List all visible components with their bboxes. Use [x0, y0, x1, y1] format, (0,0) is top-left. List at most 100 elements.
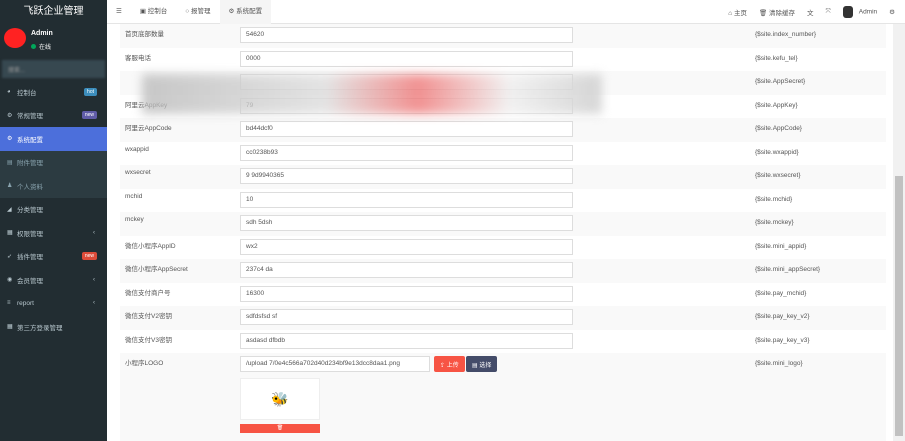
config-variable: {$site.AppKey} — [755, 101, 798, 109]
sidebar-item[interactable]: ◉ 会员管理 ‹ — [0, 268, 107, 292]
sidebar-item[interactable]: ◕ 控制台 hot — [0, 80, 107, 104]
config-input[interactable]: 237c4 da — [240, 262, 573, 278]
logo-path-input[interactable]: /upload 7/0e4c566a702d40d234bf9e13dcc8da… — [240, 356, 430, 372]
config-row: 微信支付V2密钥 sdfdsfsd sf {$site.pay_key_v2} — [120, 306, 886, 330]
config-variable: {$site.kefu_tel} — [755, 54, 798, 62]
config-label: mckey — [125, 216, 144, 223]
rocket-icon: ➶ — [7, 253, 13, 260]
config-input[interactable]: sdh 5dsh — [240, 215, 573, 231]
config-input[interactable]: cc0238b93 — [240, 144, 573, 161]
config-variable: {$site.pay_mchid} — [755, 289, 807, 297]
sidebar-item[interactable]: ≡ report ‹ — [0, 292, 107, 316]
config-input[interactable]: sdfdsfsd sf — [240, 309, 573, 325]
gear-icon: ⚙ — [7, 136, 13, 143]
config-variable: {$site.AppCode} — [755, 125, 802, 132]
choose-button[interactable]: ▤ 选择 — [466, 356, 498, 372]
sidebar-item[interactable]: ◢ 分类管理 — [0, 198, 107, 222]
config-label: wxappid — [125, 145, 149, 153]
sidebar-item-label: 分类管理 — [17, 207, 43, 215]
scrollbar[interactable] — [893, 24, 905, 441]
config-row: mchid 10 {$site.mchid} — [120, 189, 886, 213]
config-label: 微信支付V3密钥 — [125, 336, 172, 344]
sidebar-badge: hot — [84, 87, 97, 96]
sidebar-item[interactable]: ➶ 插件管理 new — [0, 245, 107, 269]
config-input[interactable]: asdasd dfbdb — [240, 332, 573, 349]
admin-menu[interactable]: Admin — [842, 5, 877, 18]
config-label: 微信小程序AppID — [125, 242, 176, 250]
chevron-left-icon: ‹ — [93, 229, 95, 236]
sidebar-item-label: 控制台 — [17, 89, 37, 97]
settings-icon[interactable]: ⚙ — [889, 8, 895, 16]
avatar — [4, 28, 26, 48]
config-label: 微信支付商户号 — [125, 289, 171, 297]
config-input[interactable]: 10 — [240, 191, 573, 208]
sidebar-item-label: 常规管理 — [17, 113, 43, 121]
sidebar-item[interactable]: ▤ 附件管理 — [0, 150, 107, 174]
sidebar-item-label: 系统配置 — [17, 136, 43, 144]
sidebar-badge: new — [81, 111, 97, 120]
config-input[interactable]: wx2 — [240, 238, 573, 255]
group-icon: ▦ — [7, 230, 13, 237]
config-variable: {$site.mchid} — [755, 195, 793, 203]
sidebar-item[interactable]: ▦ 权限管理 ‹ — [0, 221, 107, 245]
sidebar-item-label: 个人资料 — [17, 183, 43, 191]
online-dot-icon — [31, 44, 36, 49]
config-variable: {$site.pay_key_v2} — [755, 313, 810, 320]
delete-logo-button[interactable]: 🗑 — [240, 424, 320, 433]
config-input[interactable]: 16300 — [240, 285, 573, 302]
translate-icon[interactable]: 文 — [807, 9, 814, 17]
config-row-logo: 小程序LOGO /upload 7/0e4c566a702d40d234bf9e… — [120, 353, 886, 441]
tab-system-config[interactable]: ⚙ 系统配置 — [219, 0, 272, 24]
fullscreen-icon[interactable]: ⤧ — [825, 7, 831, 15]
user-name: Admin — [31, 30, 53, 37]
config-input[interactable]: bd44dcf0 — [240, 121, 573, 137]
sidebar-item[interactable]: ♟ 个人资料 — [0, 174, 107, 198]
config-label: wxsecret — [125, 169, 151, 176]
sidebar: 飞跃企业管理 Admin 在线 搜索... ◕ 控制台 hot ⚙ 常规管理 new ⚙ 系统… — [0, 0, 107, 441]
config-input[interactable]: 54620 — [240, 27, 573, 43]
dashboard-icon: ◕ — [7, 88, 11, 95]
config-row: wxappid cc0238b93 {$site.wxappid} — [120, 142, 886, 166]
config-variable: {$site.mini_appSecret} — [755, 266, 821, 273]
config-row: 阿里云AppCode bd44dcf0 {$site.AppCode} — [120, 118, 886, 142]
config-input[interactable]: 0000 — [240, 50, 573, 67]
tab-dashboard[interactable]: ▣ 控制台 — [139, 7, 168, 15]
home-link[interactable]: ⌂ 主页 — [728, 9, 747, 17]
sidebar-item-label: 会员管理 — [17, 277, 43, 285]
sidebar-item[interactable]: ⚙ 系统配置 — [0, 127, 107, 151]
user-icon: ♟ — [7, 183, 13, 190]
admin-avatar — [842, 5, 853, 18]
sidebar-item-label: 插件管理 — [17, 254, 43, 262]
group-icon: ▦ — [7, 324, 13, 331]
sidebar-item-label: report — [17, 299, 34, 307]
tab-manage[interactable]: ○ 报管理 — [185, 7, 211, 15]
user-status: 在线 — [31, 42, 51, 51]
config-variable: {$site.mini_logo} — [755, 360, 803, 367]
sidebar-item[interactable]: ⚙ 常规管理 new — [0, 104, 107, 128]
config-label: 阿里云AppCode — [125, 125, 172, 132]
sidebar-item[interactable]: ▦ 第三方登录管理 — [0, 315, 107, 339]
config-label: 微信支付V2密钥 — [125, 313, 172, 320]
app-logo[interactable]: 飞跃企业管理 — [0, 0, 107, 24]
user-panel: Admin 在线 — [0, 24, 107, 60]
config-variable: {$site.mini_appid} — [755, 242, 807, 250]
config-row: 微信小程序AppID wx2 {$site.mini_appid} — [120, 236, 886, 260]
upload-button[interactable]: ⇪ 上传 — [434, 356, 465, 372]
config-input[interactable]: 9 9d9940365 — [240, 168, 573, 184]
redacted-area — [142, 74, 602, 114]
config-row: 微信支付V3密钥 asdasd dfbdb {$site.pay_key_v3} — [120, 330, 886, 354]
clear-cache-button[interactable]: 🗑 清除缓存 — [758, 9, 796, 17]
chevron-left-icon: ‹ — [93, 300, 95, 307]
config-variable: {$site.pay_key_v3} — [755, 336, 810, 344]
top-bar: ☰ ▣ 控制台 ○ 报管理 ⚙ 系统配置 ⌂ 主页 🗑 清除缓存 文 ⤧ Adm… — [107, 0, 905, 24]
menu-toggle-icon[interactable]: ☰ — [116, 7, 122, 15]
cogs-icon: ⚙ — [7, 112, 13, 119]
sidebar-search-input[interactable]: 搜索... — [2, 60, 105, 78]
config-content: 首页底部数量 54620 {$site.index_number} 客服电话 0000… — [107, 24, 893, 441]
list-icon: ≡ — [7, 300, 11, 307]
scrollbar-thumb[interactable] — [895, 176, 903, 436]
config-variable: {$site.wxappid} — [755, 148, 799, 156]
logo-preview-image: 🐝 — [240, 378, 320, 420]
sidebar-item-label: 权限管理 — [17, 230, 43, 238]
sidebar-badge: new — [81, 252, 97, 261]
